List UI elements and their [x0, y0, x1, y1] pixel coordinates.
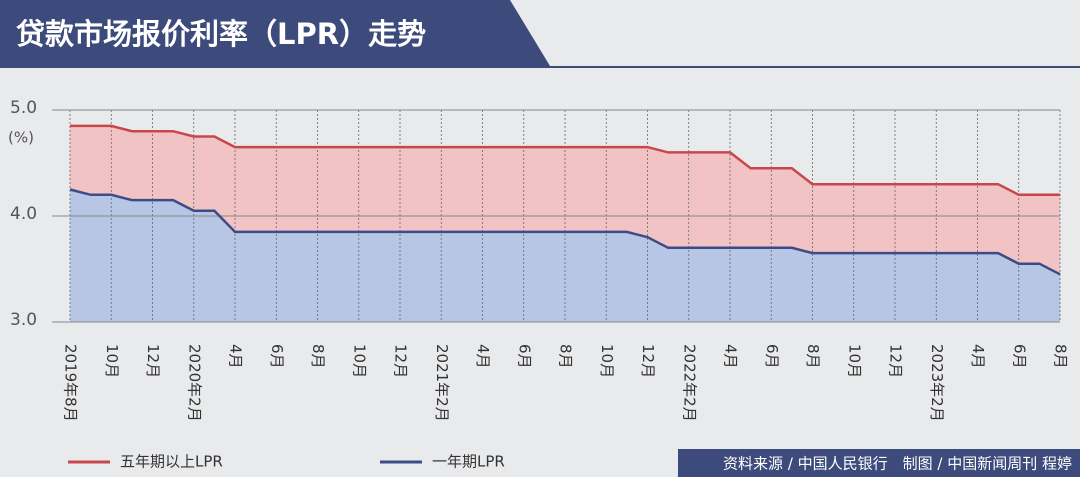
x-tick-label: 2023年2月 [928, 344, 946, 422]
x-tick-label: 8月 [1052, 344, 1070, 369]
series-line [69, 188, 1061, 276]
x-tick-label: 12月 [144, 344, 162, 378]
x-tick-label: 8月 [557, 344, 575, 369]
x-tick-label: 6月 [1010, 344, 1028, 369]
x-tick-label: 2022年2月 [680, 344, 698, 422]
title-bar [0, 0, 550, 66]
source-bar [678, 449, 1080, 477]
x-tick-label: 12月 [392, 344, 410, 378]
x-tick-label: 6月 [268, 344, 286, 369]
x-tick-label: 6月 [515, 344, 533, 369]
x-tick-label: 4月 [474, 344, 492, 369]
y-tick-label: 3.0 [10, 310, 37, 330]
x-tick-label: 4月 [722, 344, 740, 369]
x-tick-label: 2021年2月 [433, 344, 451, 422]
x-tick-label: 10月 [350, 344, 368, 378]
chart-title: 贷款市场报价利率（LPR）走势 [16, 17, 426, 51]
y-tick-label: 5.0 [10, 98, 37, 118]
x-tick-label: 10月 [845, 344, 863, 378]
x-tick-label: 2020年2月 [185, 344, 203, 422]
legend-label: 五年期以上LPR [120, 453, 223, 471]
x-tick-label: 6月 [763, 344, 781, 369]
y-tick-label: 4.0 [10, 204, 37, 224]
x-tick-label: 4月 [969, 344, 987, 369]
legend-label: 一年期LPR [432, 453, 505, 471]
x-tick-label: 12月 [887, 344, 905, 378]
source: 资料来源 / 中国人民银行 制图 / 中国新闻周刊 程婷 [723, 455, 1072, 473]
x-tick-label: 10月 [598, 344, 616, 378]
x-tick-label: 4月 [227, 344, 245, 369]
series-line [70, 124, 1060, 197]
x-tick-label: 12月 [639, 344, 657, 378]
y-unit: (%) [8, 129, 34, 147]
x-tick-label: 2019年8月 [62, 344, 80, 422]
x-tick-label: 8月 [804, 344, 822, 369]
x-tick-label: 8月 [309, 344, 327, 369]
x-tick-label: 10月 [103, 344, 121, 378]
